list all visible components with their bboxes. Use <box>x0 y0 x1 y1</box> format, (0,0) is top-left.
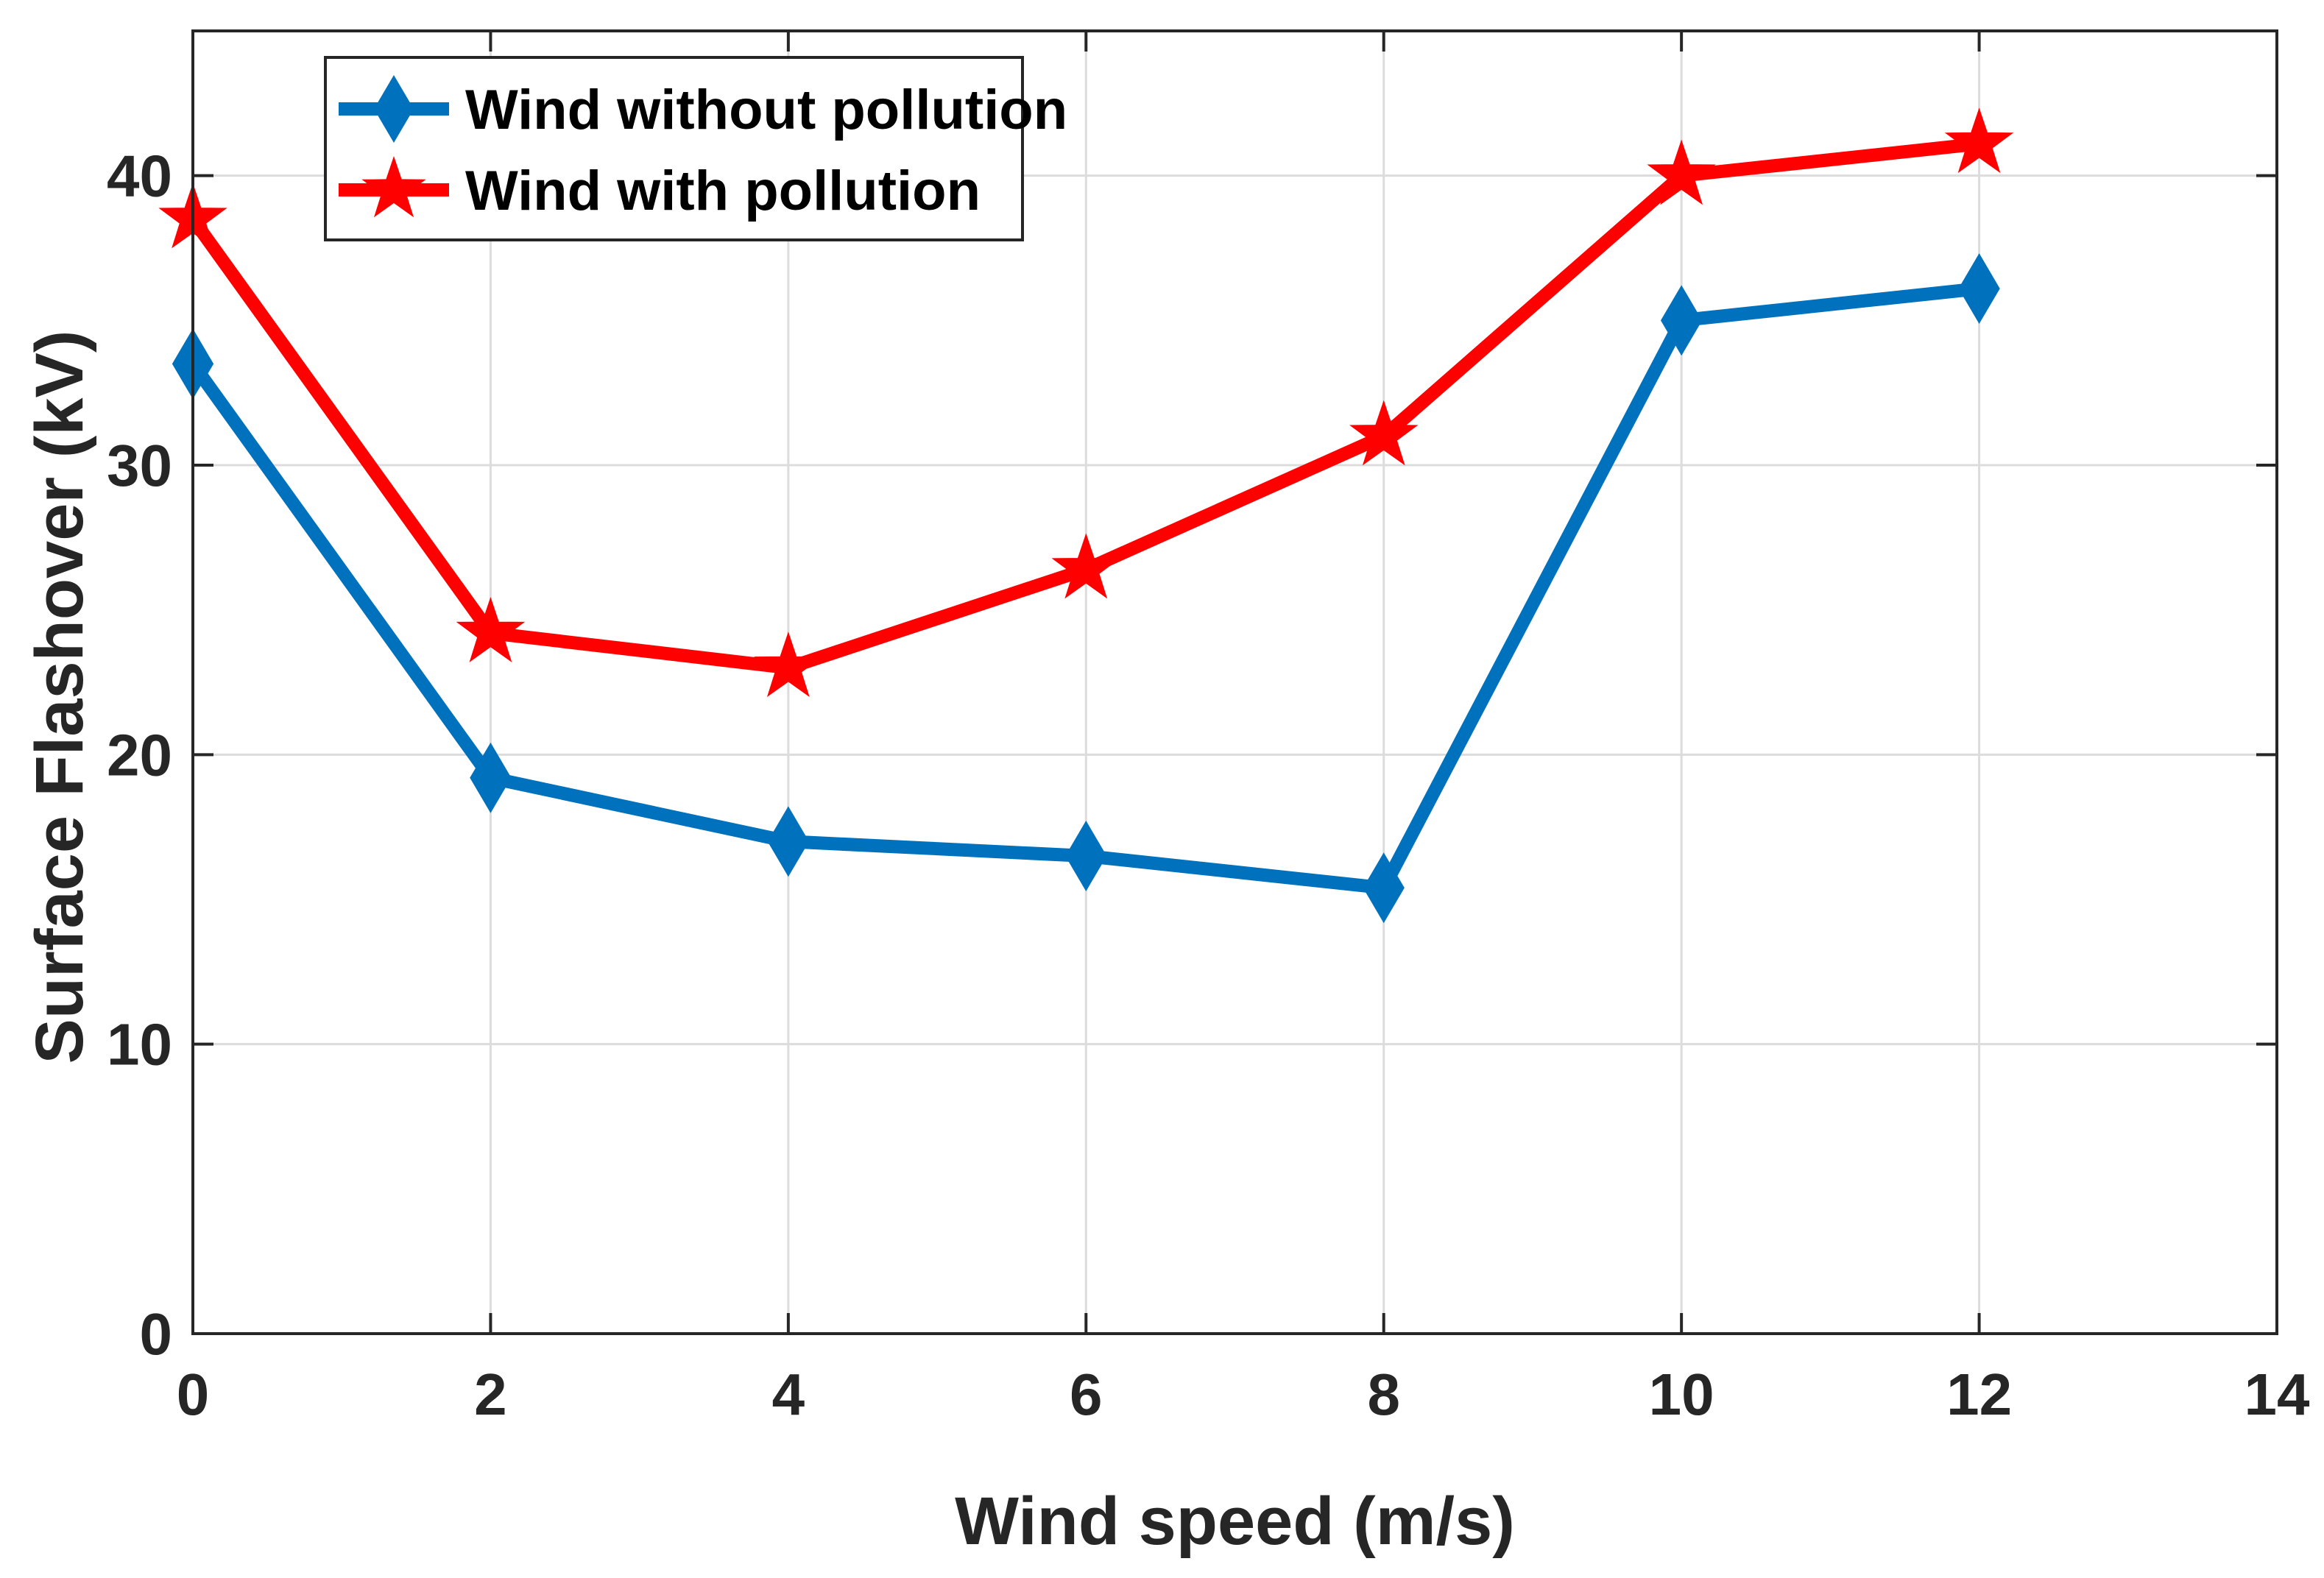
legend-label-without-pollution: Wind without pollution <box>465 79 1067 141</box>
data-point-without-pollution <box>767 806 810 877</box>
data-point-without-pollution <box>470 742 512 813</box>
y-tick-label: 10 <box>107 1012 172 1078</box>
data-point-without-pollution <box>1660 285 1703 356</box>
data-point-with-pollution <box>1349 400 1419 466</box>
legend-label-with-pollution: Wind with pollution <box>465 160 981 222</box>
legend: Wind without pollution Wind with polluti… <box>324 56 1067 241</box>
data-point-with-pollution <box>456 596 526 662</box>
data-point-with-pollution <box>1647 139 1716 205</box>
x-tick-label: 4 <box>772 1362 805 1427</box>
data-point-without-pollution <box>1958 253 2000 325</box>
data-point-without-pollution <box>1065 821 1107 891</box>
ticks: 0 2 4 6 8 10 12 14 0 10 20 30 40 <box>107 31 2310 1427</box>
legend-star-icon <box>361 156 426 218</box>
x-tick-label: 14 <box>2244 1362 2310 1427</box>
y-tick-label: 0 <box>140 1301 173 1367</box>
data-point-with-pollution <box>754 631 823 698</box>
plot-area-frame <box>191 29 2278 1335</box>
x-tick-label: 0 <box>177 1362 210 1427</box>
y-tick-label: 20 <box>107 722 172 788</box>
grid <box>193 31 2277 1334</box>
x-tick-label: 8 <box>1367 1362 1400 1427</box>
legend-diamond-icon <box>374 75 414 143</box>
data-point-with-pollution <box>1944 107 2014 174</box>
x-tick-label: 12 <box>1946 1362 2012 1427</box>
x-tick-label: 10 <box>1649 1362 1714 1427</box>
y-tick-label: 30 <box>107 433 172 498</box>
x-tick-label: 2 <box>474 1362 507 1427</box>
data-point-without-pollution <box>1363 852 1405 924</box>
y-tick-label: 40 <box>107 144 172 209</box>
series-layer <box>158 107 2014 924</box>
x-axis-label: Wind speed (m/s) <box>955 1484 1515 1559</box>
legend-box <box>324 56 1024 241</box>
data-point-with-pollution <box>1051 533 1120 599</box>
x-tick-label: 6 <box>1070 1362 1103 1427</box>
y-axis-label: Surface Flashover (kV) <box>22 330 97 1064</box>
